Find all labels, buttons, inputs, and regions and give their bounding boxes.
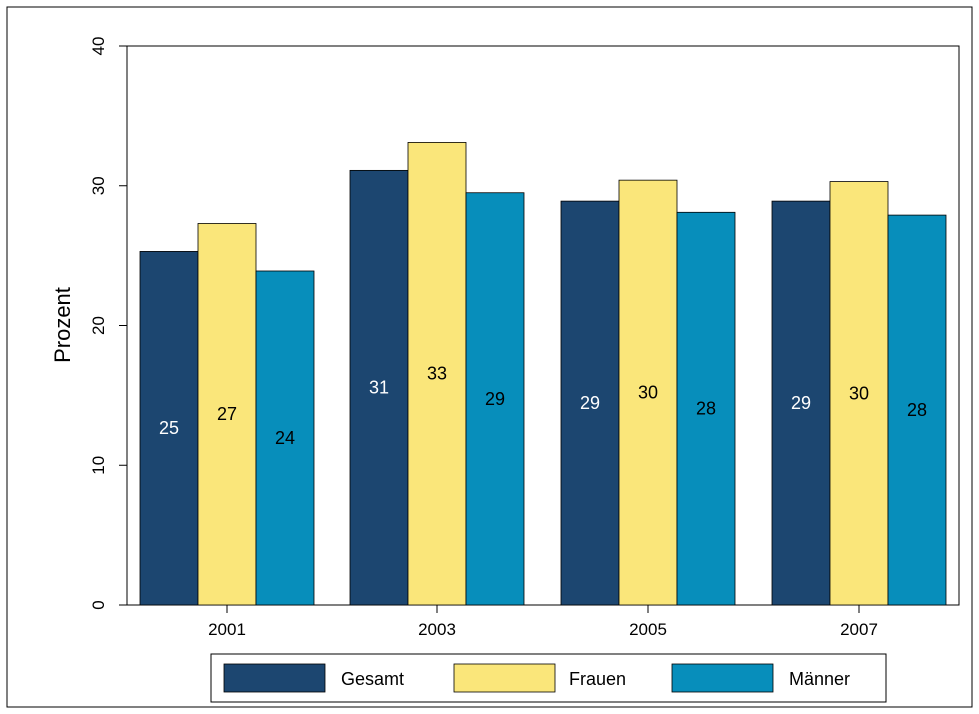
- bar-value-label: 28: [696, 399, 716, 419]
- x-tick-label: 2007: [840, 620, 878, 639]
- x-tick-label: 2003: [418, 620, 456, 639]
- bar: [560, 200, 620, 606]
- bar: [618, 179, 678, 606]
- bar: [407, 142, 467, 606]
- bar-labels-group: 25 27 24 31 33 29 29 30 28 29 30 28: [159, 364, 927, 448]
- bar: [349, 169, 409, 606]
- bar: [771, 200, 831, 606]
- bar-value-label: 27: [217, 404, 237, 424]
- bar-value-label: 31: [369, 378, 389, 398]
- bar: [465, 192, 525, 606]
- legend-label: Gesamt: [341, 669, 404, 689]
- legend: Gesamt Frauen Männer: [210, 653, 887, 703]
- bar-value-label: 33: [427, 364, 447, 384]
- legend-swatch: [453, 663, 556, 693]
- bar-value-label: 24: [275, 428, 295, 448]
- bar-value-label: 25: [159, 418, 179, 438]
- bar: [887, 214, 947, 606]
- y-axis-label: Prozent: [50, 287, 75, 363]
- legend-swatch: [671, 663, 774, 693]
- y-tick-label: 30: [89, 176, 108, 195]
- bar: [255, 270, 315, 606]
- bar: [197, 223, 257, 606]
- y-tick-label: 0: [89, 600, 108, 609]
- bar-value-label: 29: [485, 389, 505, 409]
- legend-label: Frauen: [569, 669, 626, 689]
- bar-value-label: 29: [580, 393, 600, 413]
- x-tick-label: 2001: [208, 620, 246, 639]
- x-axis: 2001 2003 2005 2007: [208, 605, 878, 639]
- bar: [829, 181, 889, 606]
- bar: [139, 251, 199, 606]
- bar-value-label: 28: [907, 400, 927, 420]
- bars-group: [139, 142, 947, 606]
- y-tick-label: 20: [89, 316, 108, 335]
- x-tick-label: 2005: [629, 620, 667, 639]
- y-tick-label: 10: [89, 456, 108, 475]
- bar: [676, 211, 736, 606]
- bar-value-label: 30: [849, 383, 869, 403]
- bar-value-label: 30: [638, 383, 658, 403]
- y-tick-label: 40: [89, 37, 108, 56]
- y-axis: 0 10 20 30 40: [89, 37, 127, 610]
- legend-label: Männer: [789, 669, 850, 689]
- bar-value-label: 29: [791, 393, 811, 413]
- legend-swatch: [223, 663, 326, 693]
